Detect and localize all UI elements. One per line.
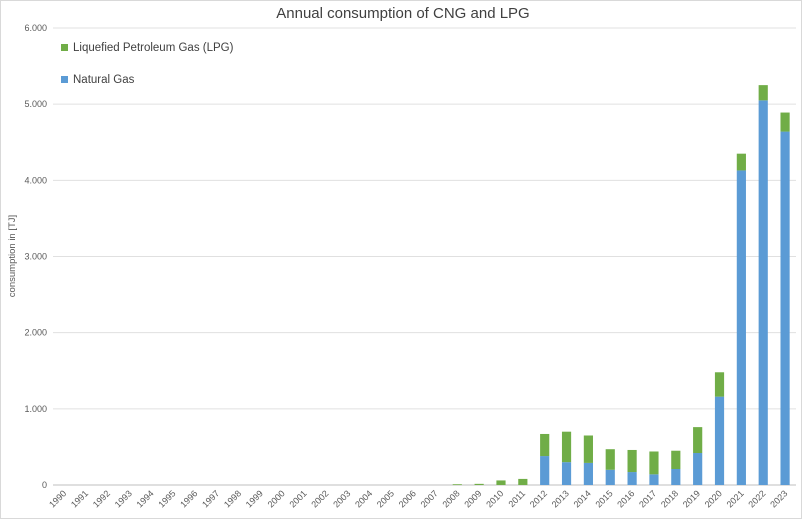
x-tick-label: 2004 (353, 488, 374, 509)
x-tick-label: 2017 (637, 488, 658, 509)
bar-liquefied-petroleum-gas-lpg-2020 (714, 372, 725, 397)
bar-natural-gas-2016 (627, 472, 637, 485)
x-tick-label: 1990 (47, 488, 68, 509)
y-axis-label: consumption in [TJ] (7, 215, 18, 297)
bar-liquefied-petroleum-gas-lpg-2012 (540, 433, 550, 457)
x-tick-label: 2007 (419, 488, 440, 509)
x-tick-label: 2019 (681, 488, 702, 509)
x-tick-label: 1993 (113, 488, 134, 509)
x-tick-label: 2018 (659, 488, 680, 509)
x-tick-label: 2002 (309, 488, 330, 509)
bar-liquefied-petroleum-gas-lpg-2019 (693, 427, 703, 454)
x-tick-label: 2012 (528, 488, 549, 509)
bar-liquefied-petroleum-gas-lpg-2018 (671, 450, 681, 470)
x-tick-label: 1994 (135, 488, 156, 509)
bar-liquefied-petroleum-gas-lpg-2009 (474, 483, 484, 485)
bar-liquefied-petroleum-gas-lpg-2015 (605, 449, 615, 470)
x-tick-label: 1997 (200, 488, 221, 509)
x-tick-label: 2001 (287, 488, 308, 509)
bar-liquefied-petroleum-gas-lpg-2014 (583, 435, 593, 463)
y-tick-label: 1.000 (24, 404, 47, 414)
y-tick-label: 3.000 (24, 252, 47, 262)
bar-natural-gas-2012 (540, 456, 550, 485)
x-tick-label: 2023 (768, 488, 789, 509)
x-tick-label: 2010 (484, 488, 505, 509)
x-tick-label: 1996 (178, 488, 199, 509)
bar-natural-gas-2015 (605, 469, 615, 485)
bar-liquefied-petroleum-gas-lpg-2011 (518, 478, 528, 485)
x-tick-label: 2006 (397, 488, 418, 509)
bar-liquefied-petroleum-gas-lpg-2021 (736, 153, 746, 171)
bar-natural-gas-2020 (714, 396, 725, 485)
legend-label: Natural Gas (73, 74, 135, 86)
x-tick-label: 2020 (703, 488, 724, 509)
bar-natural-gas-2022 (758, 100, 768, 485)
y-tick-label: 5.000 (24, 99, 47, 109)
x-tick-label: 2015 (593, 488, 614, 509)
x-tick-label: 2011 (506, 488, 527, 509)
x-tick-label: 1991 (69, 488, 90, 509)
x-tick-label: 1999 (244, 488, 265, 509)
bar-liquefied-petroleum-gas-lpg-2013 (561, 431, 572, 463)
x-tick-label: 2009 (462, 488, 483, 509)
x-tick-label: 2003 (331, 488, 352, 509)
bar-natural-gas-2019 (693, 453, 703, 485)
bar-liquefied-petroleum-gas-lpg-2022 (758, 85, 768, 101)
x-tick-label: 2000 (266, 488, 287, 509)
bar-natural-gas-2018 (671, 469, 681, 485)
y-tick-label: 6.000 (24, 23, 47, 33)
x-tick-label: 2016 (615, 488, 636, 509)
x-tick-label: 1995 (156, 488, 177, 509)
y-tick-label: 2.000 (24, 328, 47, 338)
bar-natural-gas-2013 (561, 462, 572, 485)
x-tick-label: 2008 (440, 488, 461, 509)
bar-liquefied-petroleum-gas-lpg-2023 (780, 112, 790, 132)
x-tick-label: 2013 (550, 488, 571, 509)
x-tick-label: 2014 (572, 488, 593, 509)
legend-swatch (61, 76, 68, 83)
bar-liquefied-petroleum-gas-lpg-2008 (452, 484, 462, 486)
bar-liquefied-petroleum-gas-lpg-2017 (649, 451, 659, 475)
x-tick-label: 1998 (222, 488, 243, 509)
bar-liquefied-petroleum-gas-lpg-2010 (496, 480, 506, 485)
bar-natural-gas-2021 (736, 170, 746, 485)
y-tick-label: 4.000 (24, 175, 47, 185)
x-tick-label: 2021 (725, 488, 746, 509)
x-axis-ticks: 1990 1991 1992 1993 1994 1995 1996 1997 1998 1999… (47, 488, 789, 509)
bars (452, 85, 790, 486)
legend-swatch (61, 44, 68, 51)
bar-natural-gas-2023 (780, 131, 790, 485)
legend: Liquefied Petroleum Gas (LPG) Natural Gas (61, 42, 234, 86)
legend-label: Liquefied Petroleum Gas (LPG) (73, 42, 234, 54)
y-tick-label: 0 (42, 480, 47, 490)
x-tick-label: 1992 (91, 488, 112, 509)
chart-title: Annual consumption of CNG and LPG (276, 5, 529, 22)
x-tick-label: 2005 (375, 488, 396, 509)
bar-natural-gas-2017 (649, 474, 659, 485)
x-tick-label: 2022 (746, 488, 767, 509)
gridlines (53, 27, 796, 486)
bar-natural-gas-2014 (583, 462, 593, 485)
y-axis-ticks: 0 1.000 2.000 3.000 4.000 5.000 6.000 (24, 23, 47, 490)
bar-liquefied-petroleum-gas-lpg-2016 (627, 449, 637, 473)
